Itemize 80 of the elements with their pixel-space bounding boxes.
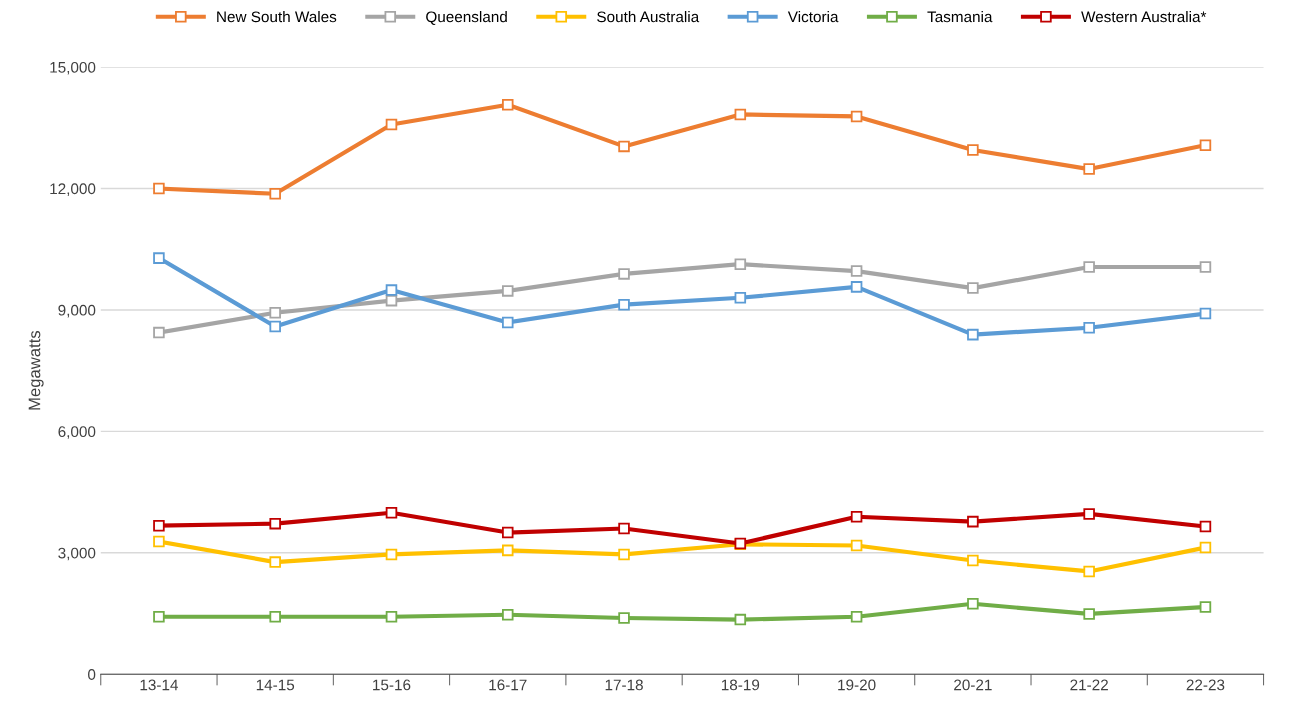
point [1083,261,1095,273]
point [1083,163,1095,175]
point [1083,565,1095,578]
point [1199,261,1212,273]
point [967,515,979,528]
point [734,292,747,304]
point [1199,307,1212,320]
point [501,285,514,297]
point [153,535,165,548]
point [618,612,630,624]
point [1199,601,1212,613]
point [153,182,165,195]
x-tick-label: 22-23 [1186,679,1225,691]
point [850,265,863,277]
point [501,98,514,111]
point [967,328,979,341]
point [850,610,863,623]
point [385,548,398,561]
y-tick-label: 3,000 [58,547,96,561]
legend-label: Western Australia* [1081,11,1207,23]
x-tick-label: 15-16 [373,679,411,691]
point [967,554,979,567]
point [967,598,979,610]
legend-label: Victoria [787,11,839,23]
point [618,140,630,153]
point [153,610,165,623]
point [269,307,281,319]
point [967,144,979,156]
legend-label: Queensland [426,11,507,25]
point [1199,139,1212,151]
point [1199,520,1212,533]
y-tick-label: 9,000 [58,304,96,318]
legend-label: Tasmania [927,11,993,23]
point [153,519,165,532]
point [269,610,281,623]
x-tick-label: 21-22 [1070,679,1108,691]
point [618,268,630,280]
point [269,517,281,530]
point [618,298,630,311]
point [967,282,979,294]
legend-label: New South Wales [217,11,337,23]
point [501,316,514,329]
point [1083,608,1095,620]
x-tick-label: 19-20 [838,679,876,691]
y-tick-label: 6,000 [58,426,96,439]
point [269,320,281,333]
x-tick-label: 16-17 [489,679,527,691]
point [850,281,863,293]
point [153,252,165,264]
point [618,522,630,535]
y-tick-label: 12,000 [50,183,96,196]
point [501,526,514,539]
point [1083,321,1095,334]
point [734,613,747,626]
point [1083,508,1095,520]
y-tick-label: 0 [88,669,96,680]
point [385,610,398,623]
point [385,118,398,131]
y-tick-label: 15,000 [50,61,96,75]
point [269,556,281,568]
point [1199,541,1212,554]
point [501,544,514,557]
legend-label: South Australia [597,11,700,23]
point [734,258,747,270]
point [385,506,398,519]
point [269,187,281,200]
x-tick-label: 14-15 [256,679,295,691]
point [618,548,630,561]
point [153,326,165,339]
x-tick-label: 18-19 [721,679,760,691]
point [850,539,863,552]
x-tick-label: 13-14 [140,679,179,691]
point [385,284,398,296]
y-axis-title: Megawatts [28,330,44,410]
point [850,110,863,123]
point [734,108,747,121]
point [501,608,514,621]
point [850,511,863,523]
x-tick-label: 20-21 [954,679,992,691]
x-tick-label: 17-18 [605,679,643,691]
